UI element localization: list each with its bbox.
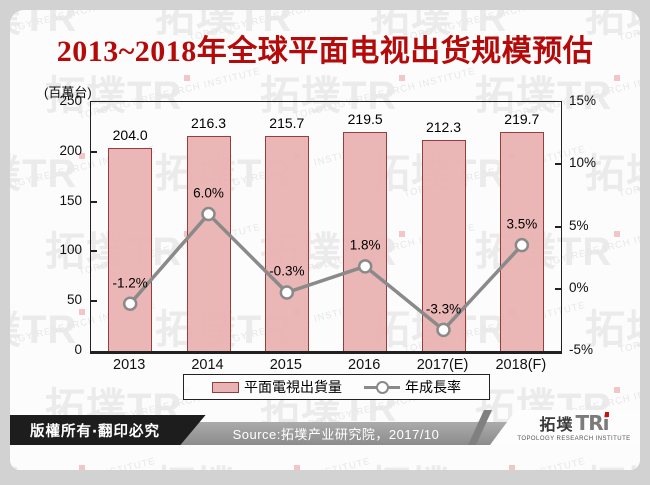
x-axis-category-label: 2018(F) xyxy=(495,357,547,373)
line-swatch-marker-icon xyxy=(376,381,389,394)
left-axis-tick-label: 0 xyxy=(74,342,82,357)
company-logo: 拓墣 TRi TOPOLOGY RESEARCH INSTITUTE xyxy=(490,410,640,445)
line-marker-icon xyxy=(436,322,451,338)
logo-latin-text: TRi xyxy=(575,411,610,435)
bar xyxy=(343,132,388,351)
copyright-text: 版權所有‧翻印必究 xyxy=(30,423,161,440)
growth-rate-value-label: 1.8% xyxy=(349,237,381,253)
right-axis-tick-label: 10% xyxy=(569,155,597,171)
x-axis-category-label: 2017(E) xyxy=(416,357,469,373)
line-marker-icon xyxy=(122,296,138,311)
source-text: Source:拓墣产业研究院，2017/10 xyxy=(232,427,440,442)
right-axis-tickmark xyxy=(555,163,561,166)
bar-value-label: 215.7 xyxy=(269,115,305,132)
x-axis-category-label: 2013 xyxy=(113,357,146,373)
left-axis-tick-label: 200 xyxy=(59,142,82,158)
growth-rate-value-label: 6.0% xyxy=(193,185,224,201)
chart-container: (百萬台) 204.0 216.3 215.7 219.5 212.3 219.7 -1.2… xyxy=(10,10,640,470)
legend-bar-label: 平面電視出貨量 xyxy=(244,379,342,395)
plot-area: 204.0 216.3 215.7 219.5 212.3 219.7 -1.2% 6.0% -… xyxy=(90,101,562,354)
x-axis-category-label: 2016 xyxy=(348,357,381,373)
bar-value-label: 219.7 xyxy=(504,111,540,128)
left-axis-tick-label: 250 xyxy=(59,93,82,108)
legend-item-bar: 平面電視出貨量 xyxy=(212,377,342,397)
left-axis-tick-label: 50 xyxy=(66,292,82,308)
logo-chinese-text: 拓墣 xyxy=(539,417,574,434)
bar-value-label: 212.3 xyxy=(425,118,462,135)
bar xyxy=(264,136,309,351)
logo-latin-wrap: TRi xyxy=(575,411,610,435)
growth-rate-value-label: -1.2% xyxy=(112,275,148,291)
line-series-swatch xyxy=(364,380,400,394)
left-axis-unit-label: (百萬台) xyxy=(44,85,92,100)
chart-title: 2013~2018年全球平面电视出货规模预估 xyxy=(56,35,594,68)
bar-value-label: 204.0 xyxy=(112,126,148,143)
logo-red-dot-icon xyxy=(604,412,610,417)
right-axis-tick-label: 5% xyxy=(569,217,589,233)
left-axis-tick-label: 100 xyxy=(59,242,82,258)
right-axis-tick-label: -5% xyxy=(569,342,594,357)
growth-rate-line xyxy=(128,212,524,332)
copyright-block: 版權所有‧翻印必究 xyxy=(10,415,180,445)
bar xyxy=(108,147,153,351)
logo-wordmark: 拓墣 TRi xyxy=(539,411,610,435)
left-axis-tickmark xyxy=(91,300,97,303)
left-axis-tickmark xyxy=(91,150,97,153)
growth-rate-line-chart xyxy=(122,206,530,338)
footer-bar: Source:拓墣产业研究院，2017/10 版權所有‧翻印必究 拓墣 TRi … xyxy=(10,410,640,470)
right-axis-tickmark xyxy=(555,287,561,290)
line-marker-icon xyxy=(514,237,530,253)
line-marker-icon xyxy=(279,285,295,300)
line-marker-icon xyxy=(357,259,373,274)
growth-rate-value-label: -0.3% xyxy=(269,263,305,279)
x-axis-category-label: 2015 xyxy=(269,357,302,373)
right-axis-tickmark xyxy=(555,225,561,228)
growth-rate-value-label: 3.5% xyxy=(506,216,538,232)
bar-value-label: 216.3 xyxy=(190,114,227,131)
x-axis-category-label: 2014 xyxy=(191,357,224,373)
legend-item-line: 年成長率 xyxy=(364,377,461,397)
left-axis-tickmark xyxy=(91,200,97,203)
left-axis-tickmark xyxy=(91,250,97,253)
logo-subtitle: TOPOLOGY RESEARCH INSTITUTE xyxy=(517,436,631,442)
bar-series-swatch xyxy=(212,381,239,393)
left-axis-tick-label: 150 xyxy=(59,192,82,208)
bar xyxy=(186,135,231,351)
right-axis-tick-label: 0% xyxy=(569,279,589,295)
right-axis-tick-label: 15% xyxy=(569,93,597,108)
legend-box: 平面電視出貨量 年成長率 xyxy=(183,374,490,400)
legend-line-label: 年成長率 xyxy=(405,379,461,395)
growth-rate-value-label: -3.3% xyxy=(425,301,462,317)
bar-value-label: 219.5 xyxy=(347,111,383,128)
line-marker-icon xyxy=(201,206,216,222)
